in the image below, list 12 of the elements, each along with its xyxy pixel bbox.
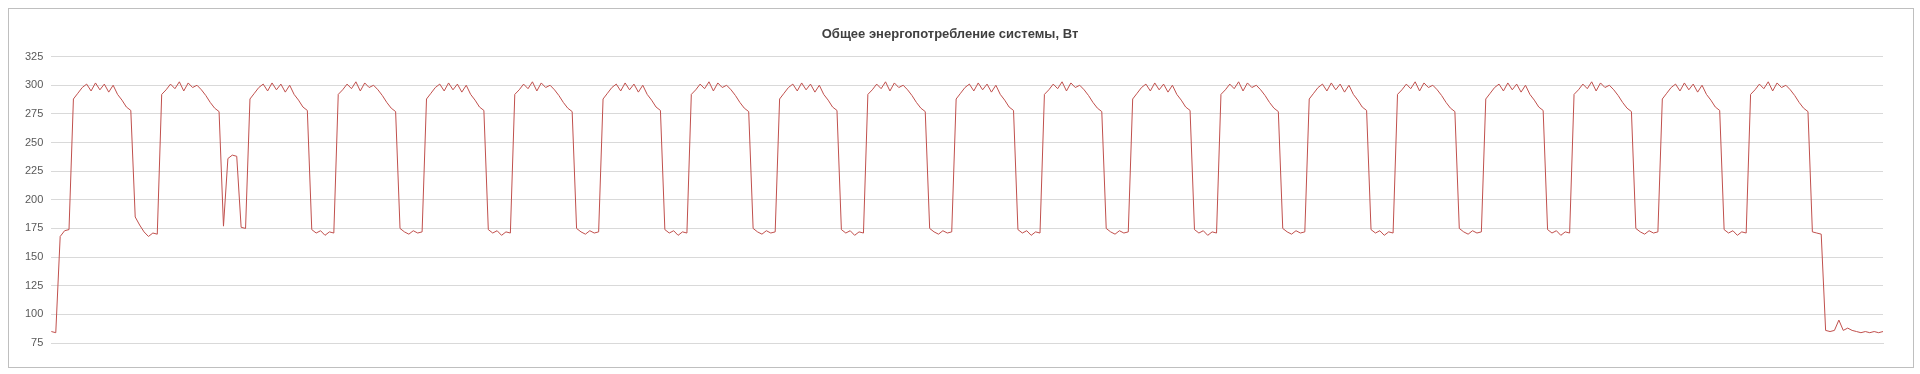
y-tick-label: 250 — [24, 135, 44, 148]
chart-title: Общее энергопотребление системы, Вт — [821, 26, 1079, 42]
y-tick-label: 100 — [24, 307, 44, 320]
y-tick-label: 200 — [24, 192, 44, 205]
y-tick-label: 175 — [24, 221, 44, 234]
y-tick-label: 225 — [24, 164, 44, 177]
y-tick-label: 325 — [24, 49, 44, 62]
y-tick-label: 150 — [24, 250, 44, 263]
y-tick-label: 75 — [31, 336, 44, 349]
y-tick-label: 300 — [24, 78, 44, 91]
y-tick-label: 275 — [24, 106, 44, 119]
y-tick-label: 125 — [24, 278, 44, 291]
